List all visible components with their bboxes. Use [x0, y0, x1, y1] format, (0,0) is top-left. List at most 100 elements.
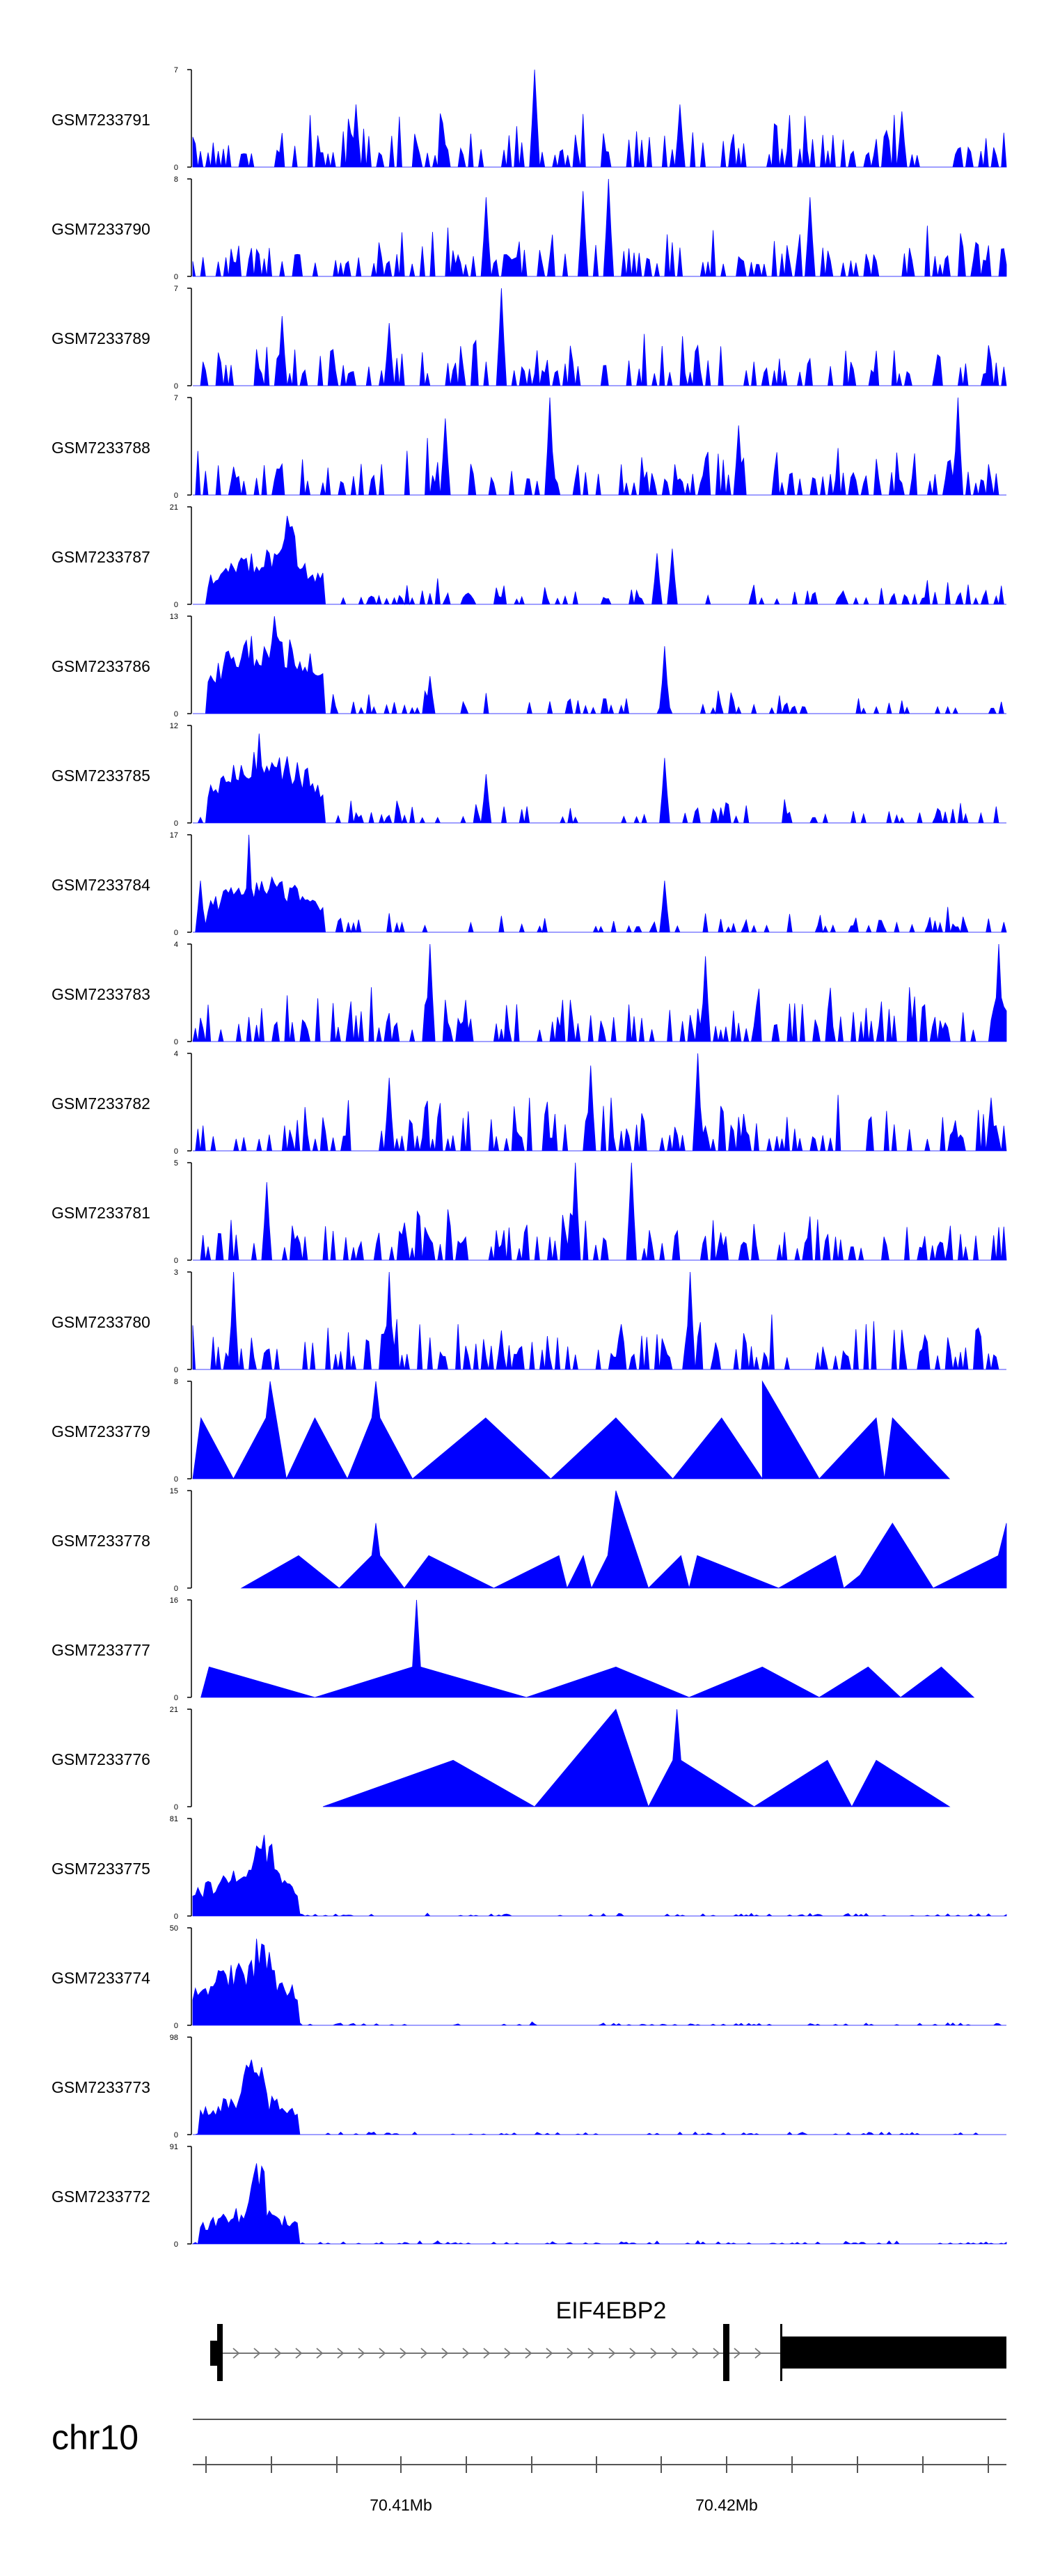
tick-label-70-41: 70.41Mb	[370, 2496, 432, 2514]
track-GSM7233779: GSM7233779 8 0	[52, 1378, 951, 1484]
sample-label: GSM7233790	[52, 220, 150, 238]
exon-3-start	[780, 2324, 782, 2381]
ymax-label: 7	[174, 66, 178, 74]
sample-label: GSM7233782	[52, 1094, 150, 1113]
track-GSM7233781: GSM7233781 5 0	[52, 1159, 1007, 1265]
strand-arrow	[734, 2348, 741, 2359]
strand-arrow	[504, 2348, 512, 2359]
ymax-label: 8	[174, 175, 178, 184]
signal-area	[193, 1162, 1007, 1261]
ymax-label: 21	[170, 503, 178, 512]
signal-area	[193, 615, 1006, 715]
signal-area	[200, 1599, 975, 1698]
sample-label: GSM7233788	[52, 439, 150, 457]
sample-label: GSM7233776	[52, 1750, 150, 1768]
signal-area	[192, 1835, 1007, 1917]
sample-label: GSM7233789	[52, 329, 150, 347]
sample-label: GSM7233779	[52, 1422, 150, 1440]
track-GSM7233778: GSM7233778 15 0	[52, 1487, 1007, 1593]
track-GSM7233774: GSM7233774 50 0	[52, 1924, 1006, 2030]
strand-arrow	[713, 2348, 720, 2359]
gene-name-label: EIF4EBP2	[556, 2298, 667, 2324]
sample-label: GSM7233777	[52, 1641, 150, 1659]
ymin-label: 0	[174, 273, 178, 281]
sample-label: GSM7233787	[52, 548, 150, 566]
track-GSM7233785: GSM7233785 12 0	[52, 722, 1006, 828]
strand-arrow	[608, 2348, 616, 2359]
track-GSM7233788: GSM7233788 7 0	[52, 394, 1006, 500]
signal-area	[322, 1709, 951, 1808]
intron-strand-arrows	[232, 2348, 762, 2359]
strand-arrow	[629, 2348, 637, 2359]
strand-arrow	[546, 2348, 553, 2359]
ymax-label: 16	[170, 1596, 178, 1605]
signal-area	[192, 178, 1007, 277]
ymin-label: 0	[174, 1913, 178, 1921]
ymin-label: 0	[174, 2240, 178, 2249]
sample-label: GSM7233791	[52, 111, 150, 129]
strand-arrow	[441, 2348, 449, 2359]
ymax-label: 3	[174, 1269, 178, 1277]
ymin-label: 0	[174, 1366, 178, 1374]
ymax-label: 12	[170, 722, 178, 730]
track-GSM7233777: GSM7233777 16 0	[52, 1596, 975, 1702]
ymax-label: 98	[170, 2034, 178, 2042]
strand-arrow	[274, 2348, 282, 2359]
track-GSM7233787: GSM7233787 21 0	[52, 503, 1006, 609]
signal-area	[192, 943, 1007, 1042]
ymax-label: 4	[174, 941, 178, 949]
ymax-label: 7	[174, 285, 178, 293]
signal-area	[193, 733, 1006, 824]
ymin-label: 0	[174, 2022, 178, 2030]
ymin-label: 0	[174, 1257, 178, 1265]
sample-label: GSM7233780	[52, 1313, 150, 1331]
ymax-label: 91	[170, 2143, 178, 2151]
ymin-label: 0	[174, 1475, 178, 1484]
signal-area	[192, 1380, 951, 1480]
ymax-label: 4	[174, 1050, 178, 1058]
axis-ticks	[205, 2456, 989, 2473]
ymin-label: 0	[174, 382, 178, 391]
signal-area	[191, 2163, 1007, 2245]
sample-label: GSM7233785	[52, 767, 150, 785]
exon-3-body	[782, 2337, 1006, 2369]
tick-label-70-42: 70.42Mb	[695, 2496, 758, 2514]
strand-arrow	[587, 2348, 595, 2359]
track-GSM7233783: GSM7233783 4 0	[52, 941, 1007, 1046]
strand-arrow	[650, 2348, 658, 2359]
sample-label: GSM7233786	[52, 657, 150, 675]
ymax-label: 5	[174, 1159, 178, 1168]
ymin-label: 0	[174, 819, 178, 828]
sample-label: GSM7233778	[52, 1532, 150, 1550]
track-GSM7233776: GSM7233776 21 0	[52, 1706, 951, 1812]
ymin-label: 0	[174, 710, 178, 718]
track-GSM7233780: GSM7233780 3 0	[52, 1269, 1006, 1374]
ymax-label: 15	[170, 1487, 178, 1495]
ymax-label: 21	[170, 1706, 178, 1714]
signal-area	[192, 69, 1007, 168]
signal-area	[193, 834, 1007, 934]
strand-arrow	[253, 2348, 261, 2359]
strand-arrow	[483, 2348, 491, 2359]
sample-label: GSM7233774	[52, 1969, 150, 1987]
track-GSM7233786: GSM7233786 13 0	[52, 613, 1006, 718]
track-GSM7233775: GSM7233775 81 0	[52, 1815, 1007, 1921]
ymax-label: 50	[170, 1924, 178, 1933]
chromosome-label: chr10	[52, 2418, 139, 2457]
exon-1-utr	[210, 2341, 219, 2366]
ymin-label: 0	[174, 1038, 178, 1046]
track-GSM7233790: GSM7233790 8 0	[52, 175, 1007, 281]
strand-arrow	[400, 2348, 407, 2359]
strand-arrow	[567, 2348, 574, 2359]
ymin-label: 0	[174, 601, 178, 609]
ymax-label: 81	[170, 1815, 178, 1823]
signal-area	[193, 515, 1006, 606]
ymin-label: 0	[174, 492, 178, 500]
ymin-label: 0	[174, 2131, 178, 2139]
strand-arrow	[358, 2348, 365, 2359]
strand-arrow	[754, 2348, 762, 2359]
ymin-label: 0	[174, 1803, 178, 1812]
signal-area	[193, 2059, 1006, 2135]
sample-label: GSM7233783	[52, 985, 150, 1003]
